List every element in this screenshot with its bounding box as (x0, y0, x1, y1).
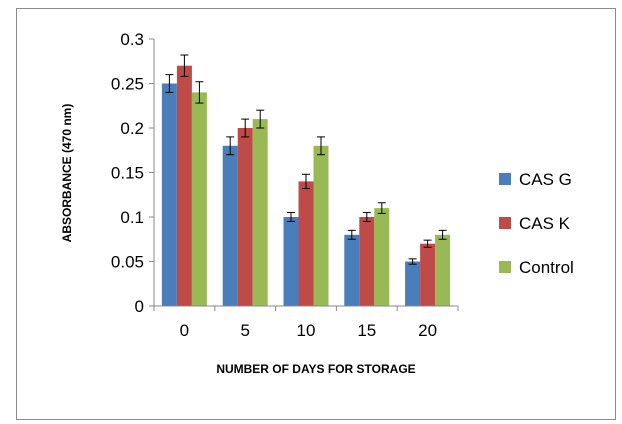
bar (161, 83, 177, 306)
legend-label: CAS G (519, 170, 572, 189)
x-tick-label: 5 (240, 321, 249, 340)
y-tick-label: 0 (135, 297, 144, 316)
bar (252, 119, 268, 306)
bar (420, 243, 436, 306)
y-axis: 0 0.05 0.1 0.15 0.2 0.25 0.3 (111, 30, 155, 316)
y-axis-title: ABSORBANCE (470 nm) (60, 104, 74, 243)
bar (222, 145, 238, 306)
bars (161, 54, 451, 307)
x-tick-label: 0 (180, 321, 189, 340)
legend-label: Control (519, 258, 574, 277)
y-tick-label: 0.3 (120, 30, 144, 49)
bar (237, 128, 253, 306)
bar (298, 181, 314, 306)
bar (405, 261, 421, 306)
bar (374, 208, 390, 306)
bar (191, 92, 207, 307)
legend-swatch (499, 261, 511, 273)
y-tick-label: 0.25 (111, 75, 144, 94)
legend-label: CAS K (519, 214, 571, 233)
bar (344, 234, 360, 306)
x-axis-title: NUMBER OF DAYS FOR STORAGE (216, 362, 415, 376)
legend: CAS G CAS K Control (499, 170, 574, 277)
x-tick-label: 10 (297, 321, 316, 340)
legend-swatch (499, 173, 511, 185)
bar (176, 65, 192, 306)
bar (359, 217, 375, 306)
x-axis: 0 5 10 15 20 (153, 305, 459, 340)
y-tick-label: 0.15 (111, 164, 144, 183)
bar (283, 217, 299, 306)
bar (313, 145, 329, 306)
y-tick-label: 0.05 (111, 253, 144, 272)
y-tick-label: 0.1 (120, 208, 144, 227)
y-tick-label: 0.2 (120, 119, 144, 138)
legend-swatch (499, 217, 511, 229)
x-tick-label: 15 (357, 321, 376, 340)
bar (435, 234, 451, 306)
x-tick-label: 20 (418, 321, 437, 340)
